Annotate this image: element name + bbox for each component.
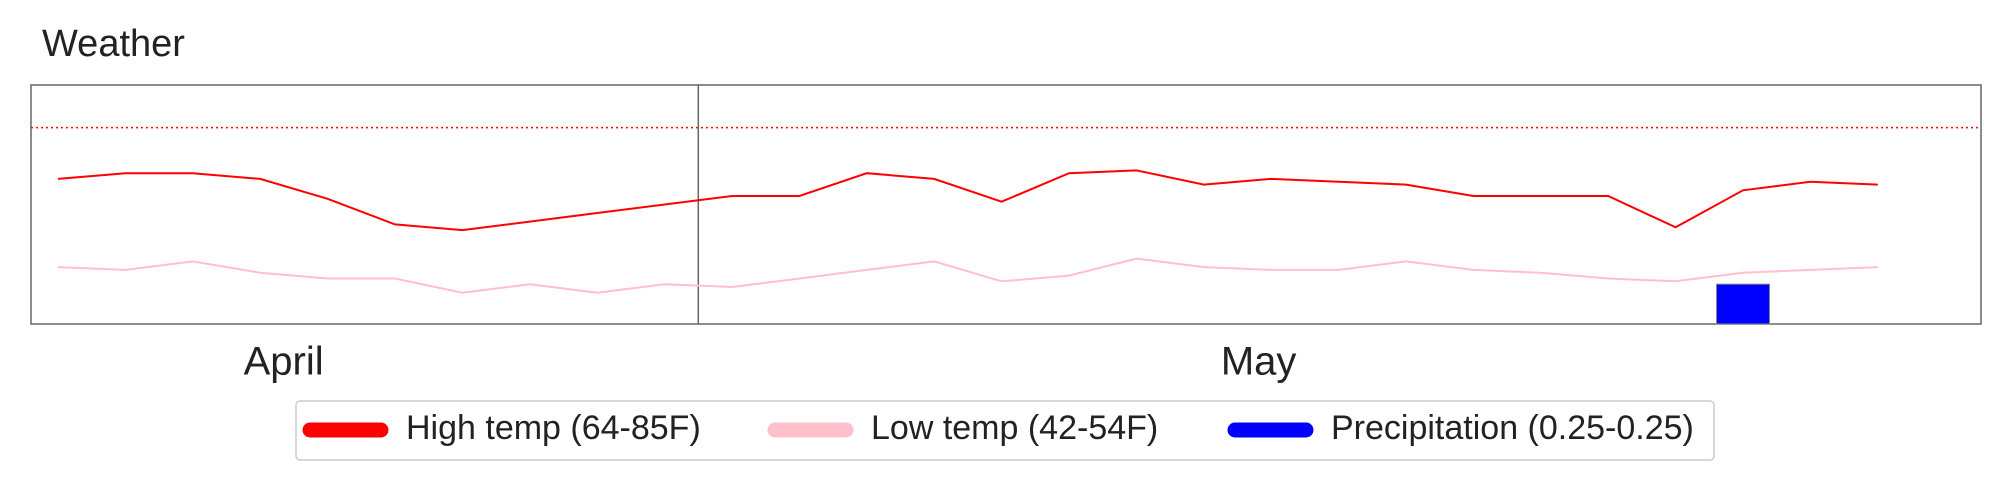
legend-label: High temp (64-85F)	[406, 409, 701, 447]
legend-frame	[295, 400, 1715, 461]
chart-title: Weather	[42, 23, 185, 65]
legend-label: Low temp (42-54F)	[871, 409, 1158, 447]
legend-label: Precipitation (0.25-0.25)	[1331, 409, 1694, 447]
month-label: April	[244, 340, 324, 384]
series-line	[57, 257, 1878, 294]
series-line	[57, 169, 1878, 232]
plot-frame	[30, 84, 1982, 325]
month-label: May	[1221, 340, 1297, 384]
precip-bar	[1716, 283, 1770, 325]
